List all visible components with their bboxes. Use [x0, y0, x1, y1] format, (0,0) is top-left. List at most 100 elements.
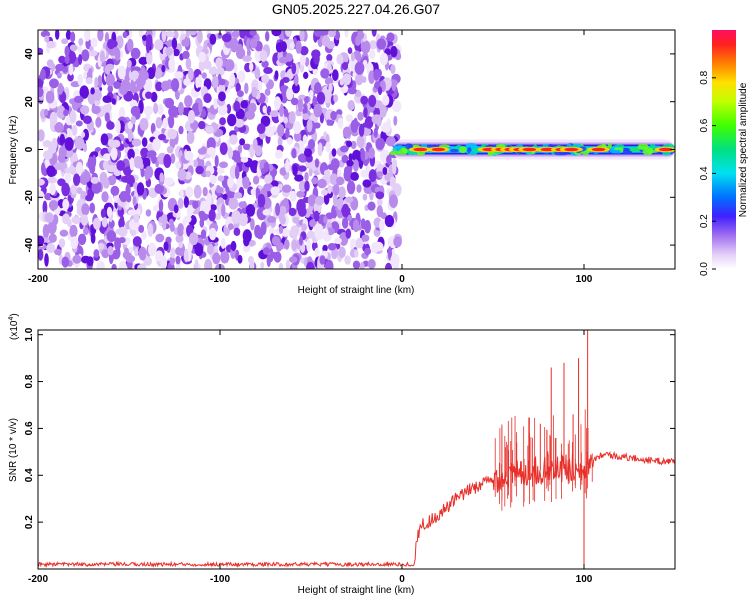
noise-speckle: [229, 134, 238, 145]
noise-speckle: [317, 142, 323, 157]
noise-speckle: [333, 94, 338, 103]
noise-speckle: [391, 83, 396, 92]
noise-speckle: [129, 157, 135, 171]
noise-speckle: [174, 71, 184, 79]
noise-speckle: [147, 223, 154, 237]
noise-speckle: [68, 64, 74, 76]
noise-speckle: [361, 76, 367, 83]
noise-speckle: [99, 50, 105, 63]
noise-speckle: [158, 133, 166, 141]
noise-speckle: [377, 86, 383, 96]
noise-speckle: [356, 184, 362, 193]
heatmap-x-label: Height of straight line (km): [298, 285, 415, 296]
noise-speckle: [209, 227, 217, 241]
noise-speckle: [105, 73, 115, 87]
noise-speckle: [307, 230, 315, 239]
noise-speckle: [375, 191, 385, 200]
noise-speckle: [226, 103, 232, 114]
noise-speckle: [285, 259, 290, 269]
noise-speckle: [332, 192, 338, 207]
noise-speckle: [44, 212, 54, 223]
noise-speckle: [103, 153, 112, 160]
noise-speckle: [304, 57, 310, 67]
noise-speckle: [70, 236, 79, 250]
noise-speckle: [93, 249, 100, 258]
noise-speckle: [193, 159, 198, 168]
noise-speckle: [38, 47, 44, 55]
noise-speckle: [308, 168, 313, 177]
noise-speckle: [61, 38, 69, 45]
snr-series-line: [38, 450, 675, 568]
noise-speckle: [167, 128, 178, 140]
noise-speckle: [75, 161, 84, 175]
noise-speckle: [212, 252, 221, 265]
noise-speckle: [368, 169, 377, 183]
noise-speckle: [132, 236, 142, 247]
noise-speckle: [49, 111, 58, 126]
colorbar-label: Normalized spectral amplitude: [738, 82, 749, 217]
noise-speckle: [81, 131, 86, 138]
noise-speckle: [92, 217, 101, 230]
noise-speckle: [233, 100, 240, 113]
noise-speckle: [85, 77, 93, 85]
signal-peak: [564, 147, 579, 152]
noise-speckle: [237, 70, 246, 83]
noise-speckle: [368, 94, 377, 108]
noise-speckle: [62, 213, 70, 225]
noise-speckle: [344, 255, 351, 265]
colorbar-tick-label: 0.8: [699, 70, 710, 84]
noise-speckle: [279, 167, 287, 176]
noise-speckle: [185, 30, 190, 39]
noise-speckle: [177, 223, 185, 237]
noise-speckle: [358, 123, 365, 137]
noise-speckle: [139, 117, 149, 131]
noise-speckle: [127, 148, 135, 160]
noise-speckle: [98, 242, 105, 250]
y-tick-label: 0.2: [24, 515, 35, 529]
noise-speckle: [38, 178, 45, 186]
noise-speckle: [331, 148, 337, 157]
noise-speckle: [64, 55, 70, 65]
noise-speckle: [367, 259, 376, 269]
y-tick-label: -40: [24, 237, 35, 252]
noise-speckle: [294, 174, 304, 182]
noise-speckle: [146, 53, 153, 65]
noise-speckle: [354, 249, 359, 258]
noise-speckle: [325, 212, 334, 220]
noise-speckle: [138, 224, 145, 233]
colorbar-tick-label: 0.2: [699, 214, 710, 228]
noise-speckle: [178, 125, 184, 135]
noise-speckle: [161, 30, 167, 43]
noise-speckle: [170, 247, 176, 259]
noise-speckle: [169, 223, 175, 232]
noise-speckle: [168, 114, 175, 129]
noise-speckle: [104, 65, 111, 75]
x-tick-label: -200: [28, 574, 48, 585]
signal-band-blob: [438, 144, 451, 148]
noise-speckle: [112, 249, 120, 260]
noise-speckle: [357, 30, 365, 40]
noise-speckle: [313, 103, 323, 118]
colorbar-tick-label: 0.6: [699, 118, 710, 132]
noise-speckle: [242, 55, 252, 62]
noise-speckle: [220, 250, 230, 264]
noise-speckle: [106, 103, 112, 113]
noise-speckle: [215, 186, 224, 194]
noise-speckle: [304, 148, 312, 158]
noise-speckle: [113, 81, 121, 89]
signal-band-blob: [614, 147, 621, 151]
noise-speckle: [183, 248, 189, 263]
noise-speckle: [69, 44, 78, 52]
noise-speckle: [197, 148, 207, 155]
noise-speckle: [364, 219, 371, 234]
noise-speckle: [252, 175, 260, 185]
y-tick-label: 0.8: [24, 374, 35, 388]
noise-speckle: [285, 53, 294, 62]
noise-speckle: [378, 104, 387, 118]
noise-speckle: [143, 105, 154, 116]
noise-speckle: [237, 254, 243, 264]
noise-speckle: [278, 262, 284, 269]
noise-speckle: [323, 169, 331, 177]
noise-speckle: [275, 202, 281, 216]
